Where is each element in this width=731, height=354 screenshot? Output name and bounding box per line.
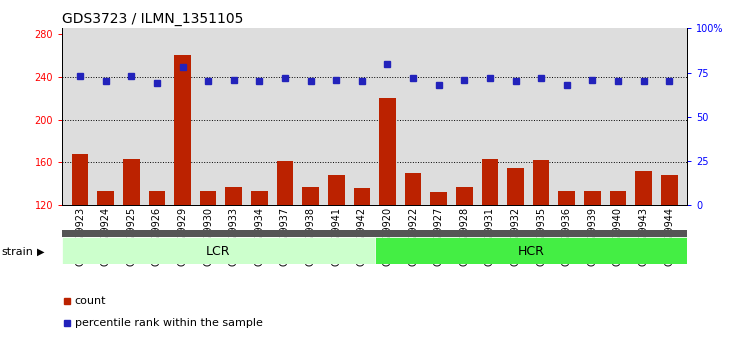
Bar xyxy=(200,192,216,334)
Bar xyxy=(225,187,242,334)
Bar xyxy=(276,161,293,334)
Bar xyxy=(379,98,395,334)
Bar xyxy=(405,173,421,334)
Bar xyxy=(661,175,678,334)
Bar xyxy=(558,192,575,334)
Bar xyxy=(456,187,473,334)
Bar xyxy=(533,160,550,334)
Text: ▶: ▶ xyxy=(37,247,44,257)
Bar xyxy=(610,192,626,334)
Text: HCR: HCR xyxy=(518,245,545,258)
Text: GDS3723 / ILMN_1351105: GDS3723 / ILMN_1351105 xyxy=(62,12,243,27)
Text: count: count xyxy=(75,296,106,306)
Text: LCR: LCR xyxy=(206,245,231,258)
Bar xyxy=(635,171,652,334)
Bar xyxy=(174,55,191,334)
Bar xyxy=(148,192,165,334)
Bar xyxy=(328,175,344,334)
Bar xyxy=(62,230,687,238)
Text: strain: strain xyxy=(1,247,34,257)
Bar xyxy=(123,159,140,334)
Bar xyxy=(354,188,370,334)
Text: percentile rank within the sample: percentile rank within the sample xyxy=(75,318,262,328)
Bar xyxy=(584,192,601,334)
Bar xyxy=(482,159,499,334)
Bar xyxy=(431,193,447,334)
Bar xyxy=(97,192,114,334)
Bar xyxy=(303,187,319,334)
Bar xyxy=(374,238,687,264)
Bar xyxy=(62,238,374,264)
Bar xyxy=(251,192,268,334)
Bar xyxy=(507,168,524,334)
Bar xyxy=(72,154,88,334)
